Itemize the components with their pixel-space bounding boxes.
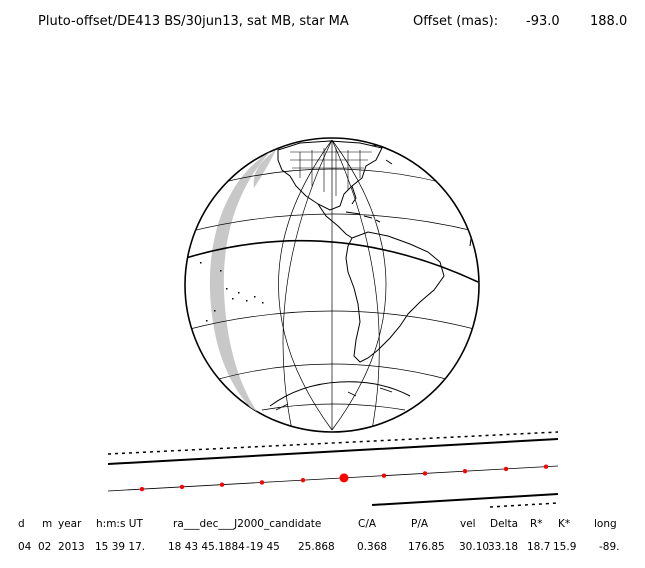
- offset-label: Offset (mas):: [413, 14, 499, 29]
- path-outer-limit-south: [489, 502, 559, 508]
- florida-outline: [351, 185, 357, 205]
- caribbean-islands: [345, 211, 381, 223]
- north-america-outline: [277, 140, 383, 211]
- equator-line: [185, 239, 479, 283]
- time-marker: [300, 477, 306, 483]
- antarctica-coast: [275, 387, 393, 411]
- pacific-islands: [200, 262, 264, 322]
- table-value: 04: [18, 541, 32, 553]
- continents: [269, 140, 473, 411]
- time-marker: [503, 466, 509, 472]
- shadow-path: [107, 431, 559, 508]
- table-value: 02: [38, 541, 52, 553]
- plot-title: Pluto-offset/DE413 BS/30jun13, sat MB, s…: [38, 14, 349, 29]
- table-value: 18.7: [527, 541, 551, 553]
- time-marker: [259, 480, 265, 485]
- column-header: ra___dec___J2000_candidate: [173, 518, 322, 530]
- table-value: 33.18: [488, 541, 519, 553]
- offset-dec-value: 188.0: [590, 14, 628, 29]
- meridian-line: [331, 139, 380, 431]
- south-america-outline: [345, 231, 445, 363]
- path-limit-south: [371, 493, 559, 506]
- column-header: C/A: [358, 518, 377, 530]
- path-outer-limit-north: [107, 431, 559, 455]
- time-marker: [219, 482, 225, 487]
- column-header: P/A: [411, 518, 429, 530]
- time-marker: [422, 471, 428, 476]
- us-state-borders: [290, 148, 372, 196]
- table-value: 176.85: [408, 541, 445, 553]
- column-header: m: [42, 518, 53, 530]
- time-marker: [462, 468, 468, 474]
- column-header: year: [58, 518, 82, 530]
- column-header: vel: [460, 518, 476, 530]
- table-value: -89.: [599, 541, 620, 553]
- table-value: 25.868: [298, 541, 335, 553]
- time-marker: [139, 486, 145, 492]
- latitude-line: [187, 213, 479, 233]
- graticule: [185, 139, 479, 431]
- column-header: d: [18, 518, 25, 530]
- table-value: 18 43 45.1884: [168, 541, 245, 553]
- earth-globe: [184, 137, 480, 433]
- offset-ra-value: -93.0: [526, 14, 560, 29]
- centerline: [107, 465, 559, 492]
- closest-approach-marker: [339, 473, 349, 483]
- column-header: R*: [530, 518, 543, 530]
- meridian-line: [282, 139, 333, 431]
- table-value: 30.10: [459, 541, 490, 553]
- column-header: long: [594, 518, 617, 530]
- meridian-line: [331, 139, 387, 431]
- column-header: K*: [558, 518, 571, 530]
- meridian-line: [278, 139, 333, 431]
- antarctica-outline: [269, 381, 411, 407]
- column-header: h:m:s UT: [96, 518, 143, 530]
- plot-title-line: Pluto-offset/DE413 BS/30jun13, sat MB, s…: [0, 14, 645, 89]
- time-marker: [543, 464, 549, 469]
- column-header: Delta: [490, 518, 519, 530]
- table-value: -19 45: [246, 541, 280, 553]
- table-value: 0.368: [357, 541, 388, 553]
- time-marker: [381, 473, 387, 478]
- central-america-outline: [317, 203, 353, 239]
- table-value: 15 39 17.: [95, 541, 146, 553]
- table-value: 2013: [58, 541, 85, 553]
- night-shadow-north: [253, 150, 276, 188]
- table-value: 15.9: [553, 541, 577, 553]
- path-limit-north: [107, 438, 559, 465]
- night-shadow: [209, 152, 270, 418]
- time-marker: [179, 484, 185, 490]
- latitude-line: [261, 403, 406, 411]
